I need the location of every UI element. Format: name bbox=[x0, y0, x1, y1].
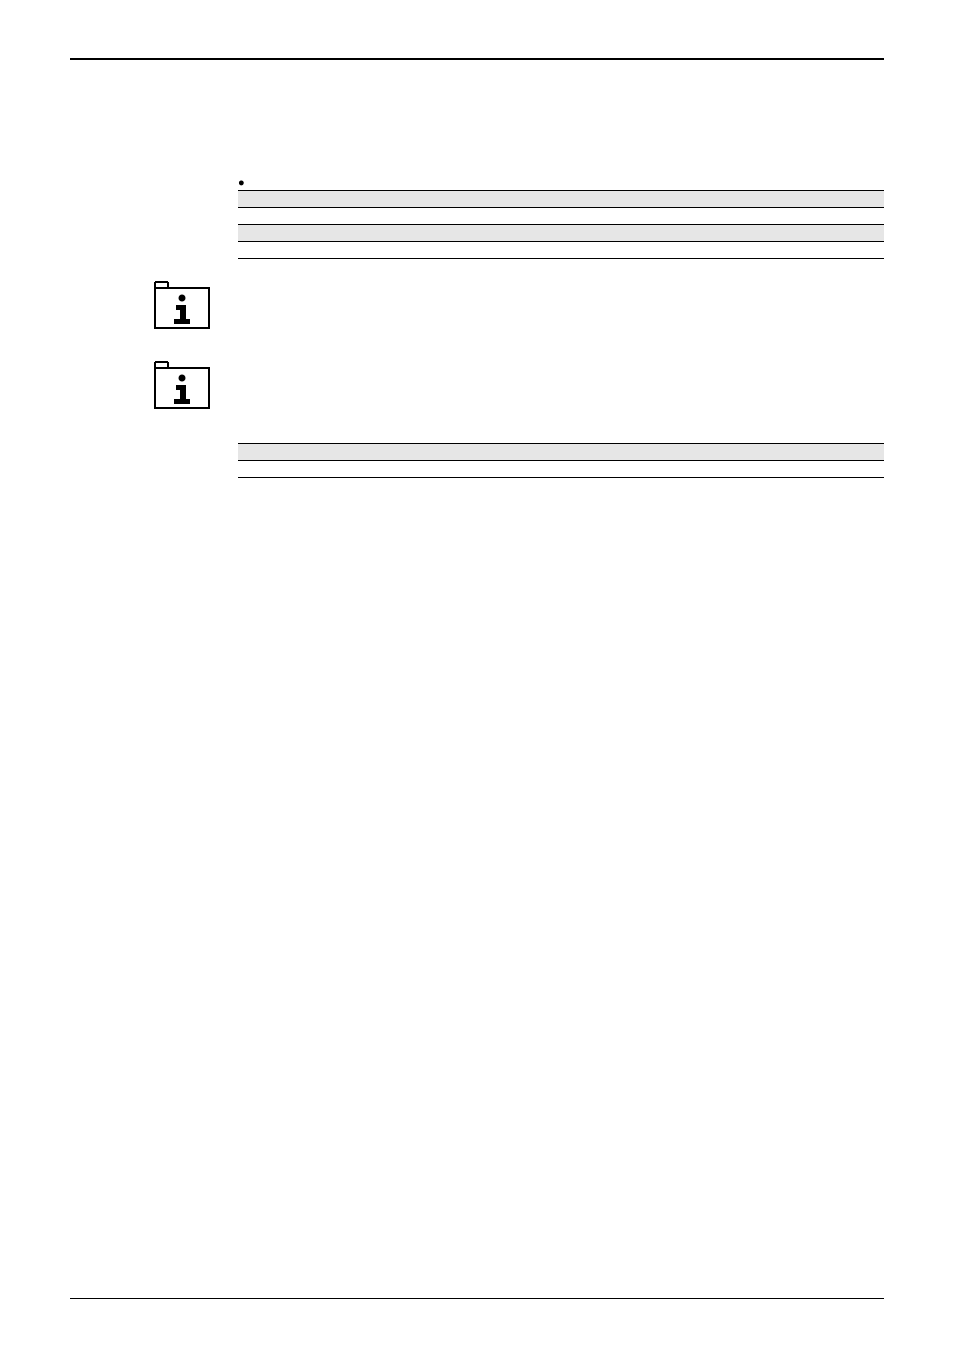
table-row bbox=[238, 444, 884, 461]
step-number bbox=[238, 444, 272, 461]
table-row bbox=[238, 208, 884, 225]
step-text bbox=[272, 225, 884, 242]
step-text bbox=[272, 242, 884, 259]
table-row bbox=[238, 461, 884, 478]
step-number bbox=[238, 225, 272, 242]
page-footer bbox=[70, 1298, 884, 1307]
info-icon bbox=[154, 281, 210, 329]
section-heading bbox=[238, 96, 884, 121]
table-row bbox=[238, 191, 884, 208]
step-text bbox=[272, 191, 884, 208]
step-number bbox=[238, 191, 272, 208]
step-text bbox=[272, 444, 884, 461]
step-number bbox=[238, 208, 272, 225]
info-icon bbox=[154, 361, 210, 409]
step-text bbox=[272, 208, 884, 225]
step-text bbox=[272, 461, 884, 478]
subsection-heading bbox=[238, 139, 884, 160]
temp-steps-table bbox=[238, 443, 884, 478]
step-number bbox=[238, 461, 272, 478]
step-number bbox=[238, 242, 272, 259]
header-rule bbox=[70, 58, 884, 60]
table-row bbox=[238, 242, 884, 259]
prep-steps-table bbox=[238, 190, 884, 259]
margin-label-preparatory bbox=[70, 178, 238, 277]
table-row bbox=[238, 225, 884, 242]
